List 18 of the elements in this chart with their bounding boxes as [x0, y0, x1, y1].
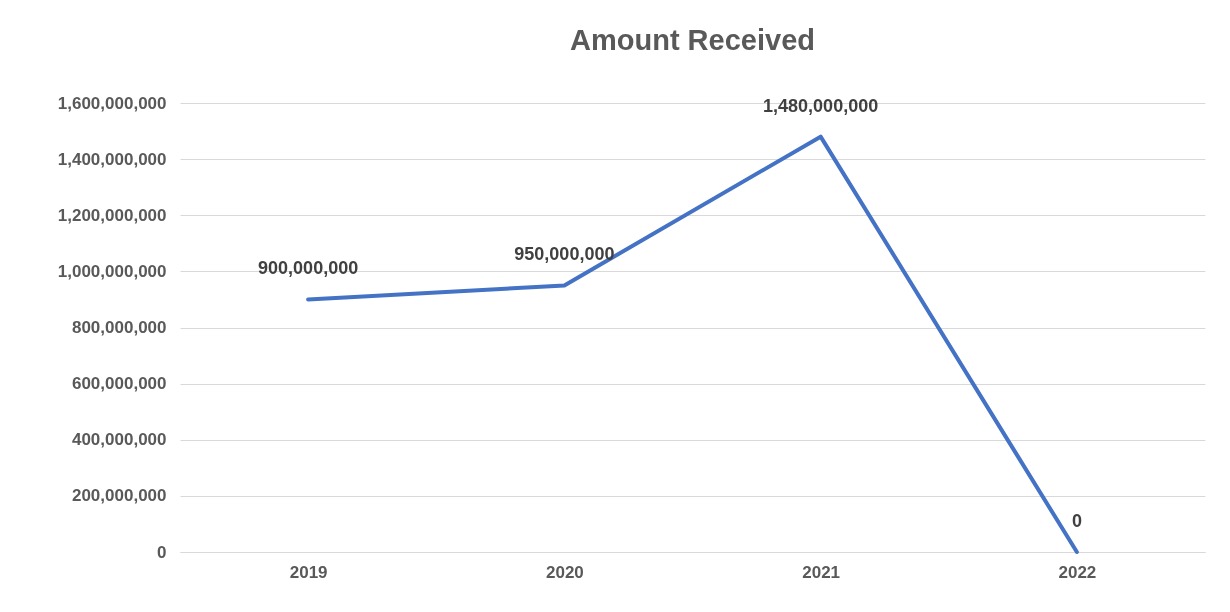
x-tick-label: 2019	[289, 562, 328, 582]
x-tick-label: 2020	[545, 562, 584, 582]
y-tick-label: 1,200,000,000	[57, 205, 167, 225]
y-tick-label: 1,000,000,000	[57, 261, 167, 281]
chart-title: Amount Received	[570, 24, 815, 56]
x-tick-label: 2022	[1058, 562, 1097, 582]
y-tick-label: 1,600,000,000	[57, 93, 167, 113]
data-label: 900,000,000	[258, 258, 359, 279]
y-tick-label: 1,400,000,000	[57, 149, 167, 169]
data-label: 0	[1071, 511, 1082, 531]
x-tick-label: 2021	[802, 562, 841, 582]
data-label: 1,480,000,000	[763, 95, 879, 116]
y-tick-label: 0	[157, 542, 167, 562]
y-tick-label: 400,000,000	[71, 430, 167, 450]
y-tick-label: 800,000,000	[71, 318, 167, 337]
data-label: 950,000,000	[514, 244, 615, 265]
y-tick-label: 200,000,000	[71, 486, 167, 506]
y-tick-label: 600,000,000	[71, 374, 167, 394]
